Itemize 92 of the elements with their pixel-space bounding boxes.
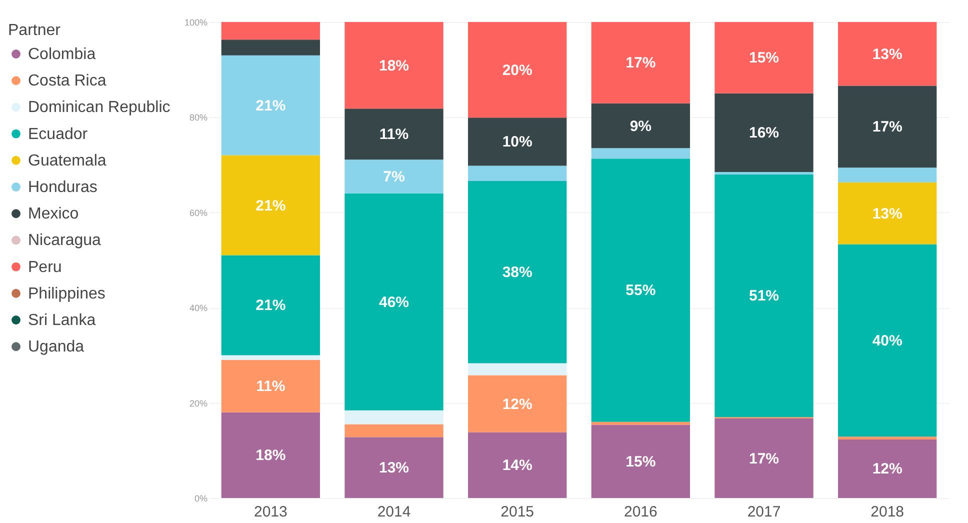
data-label: 10% <box>502 134 532 151</box>
data-label: 12% <box>502 396 532 413</box>
bar <box>221 55 320 156</box>
data-label: 11% <box>256 378 286 396</box>
bar <box>714 22 814 94</box>
bar <box>714 172 814 174</box>
bar <box>838 439 937 498</box>
bar <box>468 118 567 166</box>
data-label: 46% <box>378 294 410 311</box>
legend-label: Mexico <box>28 206 79 223</box>
bar <box>838 244 937 437</box>
bar <box>714 174 814 418</box>
data-label: 15% <box>748 50 780 67</box>
x-tick-label: 2018 <box>870 504 904 520</box>
data-label: 13% <box>378 460 410 477</box>
data-label: 21% <box>256 197 286 214</box>
bar <box>591 22 690 104</box>
data-label: 17% <box>872 118 902 136</box>
data-label: 9% <box>630 118 652 135</box>
bar <box>468 180 567 364</box>
data-label: 55% <box>626 282 656 300</box>
legend-title: Partner <box>8 22 62 39</box>
bar <box>344 424 444 438</box>
bar <box>838 168 937 182</box>
data-label: 18% <box>256 447 286 464</box>
legend-label: Ecuador <box>28 126 88 143</box>
bar <box>344 108 444 160</box>
x-tick-label: 2015 <box>500 504 534 520</box>
y-tick-label: 100% <box>184 18 208 28</box>
bar <box>714 418 814 498</box>
legend-label: Dominican Republic <box>28 99 170 116</box>
data-label: 13% <box>872 205 902 222</box>
y-tick-label: 40% <box>189 303 208 314</box>
legend-label: Guatemala <box>28 152 106 170</box>
legend-label: Costa Rica <box>28 72 106 90</box>
bar <box>838 436 937 440</box>
data-label: 21% <box>256 97 286 114</box>
bar <box>714 93 814 172</box>
legend-label: Nicaragua <box>28 232 102 250</box>
legend-label: Colombia <box>28 46 96 63</box>
legend-label: Sri Lanka <box>28 312 96 329</box>
bar <box>591 103 690 148</box>
bar <box>838 86 937 168</box>
bar <box>591 158 690 422</box>
data-label: 17% <box>626 54 656 72</box>
bar <box>468 432 567 498</box>
bar <box>344 193 444 410</box>
data-label: 7% <box>383 168 405 186</box>
data-label: 13% <box>872 46 902 63</box>
bar <box>468 166 567 181</box>
data-label: 40% <box>872 332 902 350</box>
data-label: 21% <box>256 297 286 314</box>
bar <box>221 412 320 498</box>
bar <box>344 22 444 109</box>
legend-label: Uganda <box>28 338 84 356</box>
bar <box>591 424 690 498</box>
legend-label: Honduras <box>28 179 98 196</box>
y-tick-label: 0% <box>194 494 208 504</box>
bar <box>221 360 320 412</box>
bar <box>468 22 567 118</box>
y-tick-label: 60% <box>189 208 208 218</box>
bar <box>344 410 444 424</box>
bar <box>221 255 320 356</box>
data-label: 15% <box>626 453 656 470</box>
data-label: 12% <box>872 460 902 478</box>
bar <box>838 182 937 244</box>
bar <box>468 363 567 376</box>
bar <box>221 40 320 56</box>
bar <box>344 160 444 194</box>
x-tick-label: 2016 <box>624 504 658 520</box>
data-label: 38% <box>502 264 532 282</box>
bar <box>468 375 567 432</box>
x-tick-label: 2013 <box>254 504 288 520</box>
data-label: 11% <box>379 126 409 144</box>
bar <box>221 355 320 360</box>
data-label: 20% <box>502 62 532 79</box>
legend-label: Philippines <box>28 285 106 302</box>
y-tick-label: 20% <box>189 398 208 408</box>
bar <box>591 148 690 159</box>
x-tick-label: 2014 <box>377 504 411 520</box>
bar <box>344 437 444 498</box>
legend-label: Peru <box>28 258 62 276</box>
data-label: 14% <box>502 457 532 474</box>
data-label: 16% <box>748 124 780 142</box>
bar <box>221 22 320 40</box>
data-label: 18% <box>378 57 410 74</box>
x-tick-label: 2017 <box>747 504 781 520</box>
data-label: 17% <box>748 450 780 468</box>
y-tick-label: 80% <box>189 112 208 123</box>
data-label: 51% <box>748 288 780 305</box>
bar <box>838 22 937 86</box>
bar <box>221 155 320 256</box>
